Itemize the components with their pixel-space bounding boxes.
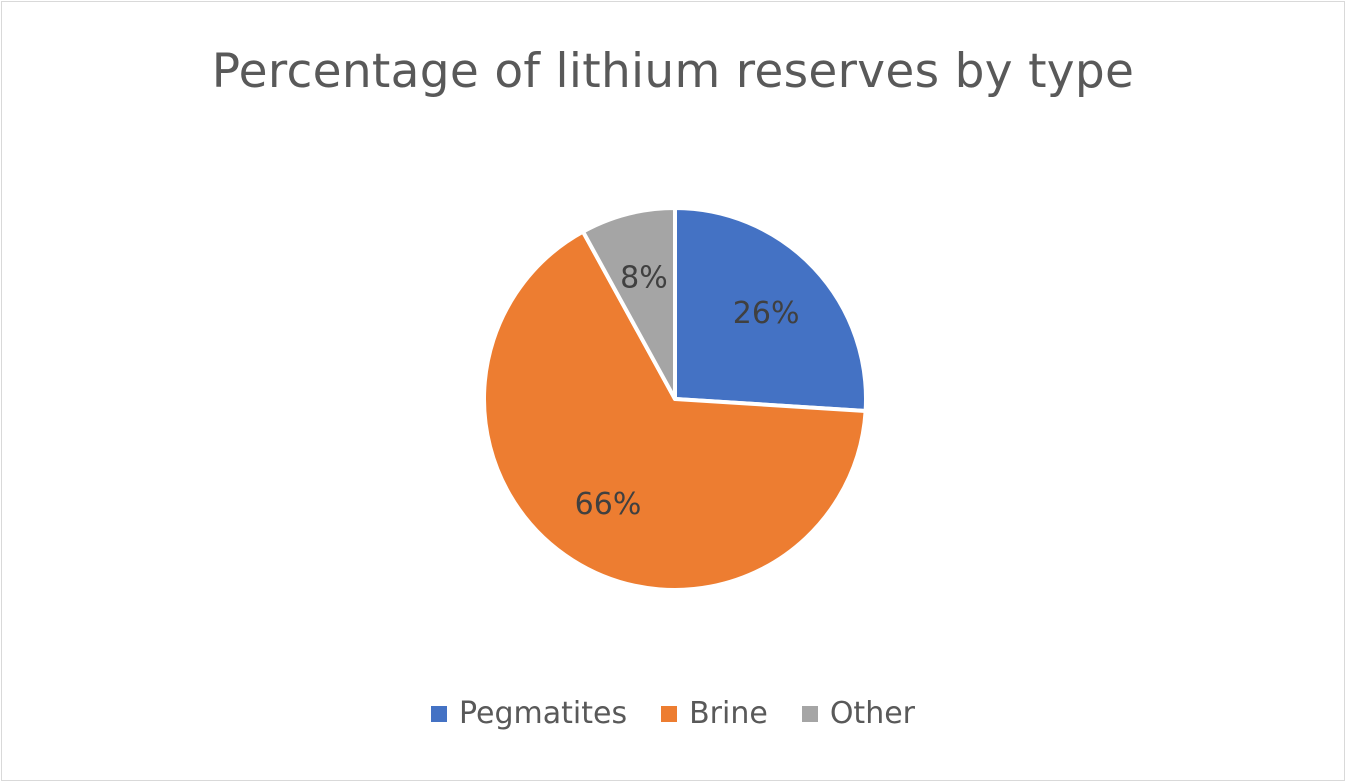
legend-item-brine: Brine — [661, 696, 768, 731]
chart-legend: Pegmatites Brine Other — [2, 696, 1344, 731]
legend-swatch-pegmatites — [431, 705, 447, 722]
pie-slice-brine — [482, 229, 868, 592]
data-label-brine: 66% — [575, 487, 642, 522]
data-label-pegmatites: 26% — [733, 296, 800, 331]
pie-slice-pegmatites — [673, 206, 868, 413]
legend-label-brine: Brine — [689, 696, 768, 731]
chart-title: Percentage of lithium reserves by type — [211, 44, 1135, 99]
legend-item-other: Other — [801, 696, 915, 731]
legend-swatch-other — [801, 705, 818, 722]
legend-swatch-brine — [661, 705, 678, 722]
data-label-other: 8% — [620, 260, 668, 295]
legend-label-other: Other — [829, 696, 915, 731]
pie-slice-other — [580, 206, 677, 401]
legend-item-pegmatites: Pegmatites — [431, 696, 627, 731]
legend-label-pegmatites: Pegmatites — [459, 696, 628, 731]
